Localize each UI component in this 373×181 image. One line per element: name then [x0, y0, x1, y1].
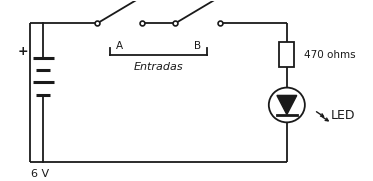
Text: 6 V: 6 V — [31, 169, 49, 179]
Text: A: A — [116, 41, 123, 51]
Text: 470 ohms: 470 ohms — [304, 50, 355, 60]
Text: B: B — [194, 41, 201, 51]
Bar — [279, 42, 294, 67]
Text: Entradas: Entradas — [134, 62, 184, 71]
Text: +: + — [18, 45, 28, 58]
Polygon shape — [277, 95, 297, 115]
Ellipse shape — [269, 88, 305, 122]
Text: LED: LED — [331, 109, 355, 122]
